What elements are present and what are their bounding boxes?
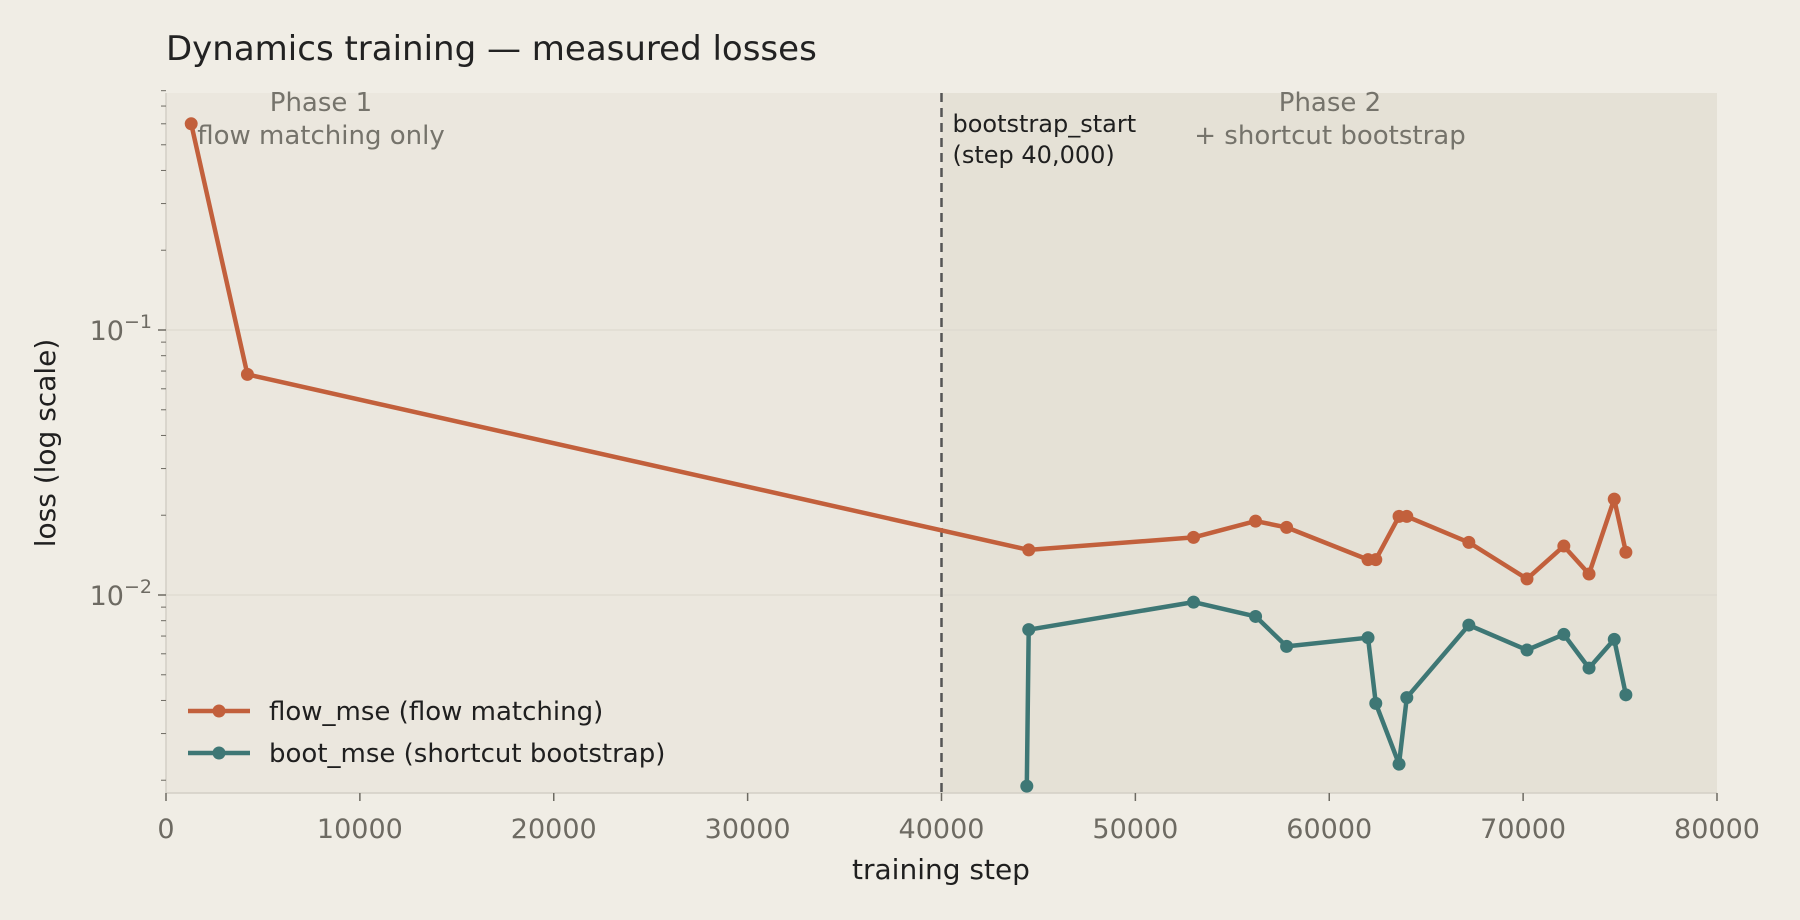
x-axis-label: training step [852, 853, 1030, 886]
data-point-2-12 [1557, 627, 1571, 641]
legend-label-1: flow_mse (flow matching) [269, 697, 603, 727]
y-axis-label: loss (log scale) [29, 339, 62, 548]
x-tick-label: 60000 [1286, 814, 1372, 845]
data-point-2-7 [1369, 696, 1383, 710]
data-point-1-13 [1557, 539, 1571, 553]
data-point-1-16 [1619, 545, 1633, 559]
chart-title: Dynamics training — measured losses [166, 29, 817, 69]
data-point-1-2 [240, 367, 254, 381]
legend-swatch-marker-2 [212, 746, 226, 760]
legend-swatch-marker-1 [212, 704, 226, 718]
data-point-2-13 [1582, 661, 1596, 675]
data-point-2-11 [1520, 643, 1534, 657]
data-point-2-3 [1187, 595, 1201, 609]
x-tick-label: 80000 [1674, 814, 1760, 845]
x-tick-label: 0 [157, 814, 174, 845]
axes: 0 10000 20000 30000 40000 50000 60000 70000 8000… [90, 90, 1760, 845]
data-point-2-14 [1607, 632, 1621, 646]
data-point-2-8 [1392, 757, 1406, 771]
data-point-2-6 [1361, 631, 1375, 645]
data-point-1-11 [1462, 535, 1476, 549]
phase-1-label-line-1: Phase 1 [270, 88, 372, 118]
phase-2-background [941, 93, 1717, 793]
data-point-1-10 [1400, 509, 1414, 523]
data-point-2-15 [1619, 688, 1633, 702]
data-point-1-4 [1187, 530, 1201, 544]
legend: flow_mse (flow matching) boot_mse (shortc… [188, 697, 665, 769]
data-point-1-3 [1022, 543, 1036, 557]
series-2 [1020, 595, 1633, 793]
data-point-1-12 [1520, 572, 1534, 586]
data-point-2-10 [1462, 618, 1476, 632]
data-point-1-15 [1607, 492, 1621, 506]
x-tick-label: 30000 [705, 814, 791, 845]
data-point-1-6 [1280, 520, 1294, 534]
phase-2-label-line-1: Phase 2 [1279, 88, 1381, 118]
plot-backgrounds [166, 93, 1717, 793]
data-point-2-1 [1020, 779, 1034, 793]
phase-1-label-line-2: flow matching only [197, 121, 445, 151]
x-tick-label: 10000 [317, 814, 403, 845]
data-point-1-8 [1369, 553, 1383, 567]
series-line-1 [189, 123, 1629, 582]
y-tick-label: 10−2 [90, 576, 152, 612]
y-tick-label: 10−1 [90, 311, 152, 347]
data-point-1-1 [184, 117, 198, 131]
bootstrap-label-line-2: (step 40,000) [953, 141, 1115, 169]
series-1 [184, 117, 1633, 586]
x-tick-label: 20000 [511, 814, 597, 845]
data-point-2-4 [1249, 609, 1263, 623]
legend-label-2: boot_mse (shortcut bootstrap) [269, 739, 665, 769]
data-point-1-5 [1249, 514, 1263, 528]
series [184, 117, 1633, 793]
data-point-2-9 [1400, 691, 1414, 705]
bootstrap-label-line-1: bootstrap_start [953, 110, 1137, 138]
data-point-2-5 [1280, 639, 1294, 653]
phase-2-label-line-2: + shortcut bootstrap [1194, 121, 1465, 151]
x-tick-label: 70000 [1480, 814, 1566, 845]
x-tick-label: 50000 [1092, 814, 1178, 845]
x-tick-label: 40000 [899, 814, 985, 845]
data-point-2-2 [1022, 623, 1036, 637]
data-point-1-14 [1582, 567, 1596, 581]
